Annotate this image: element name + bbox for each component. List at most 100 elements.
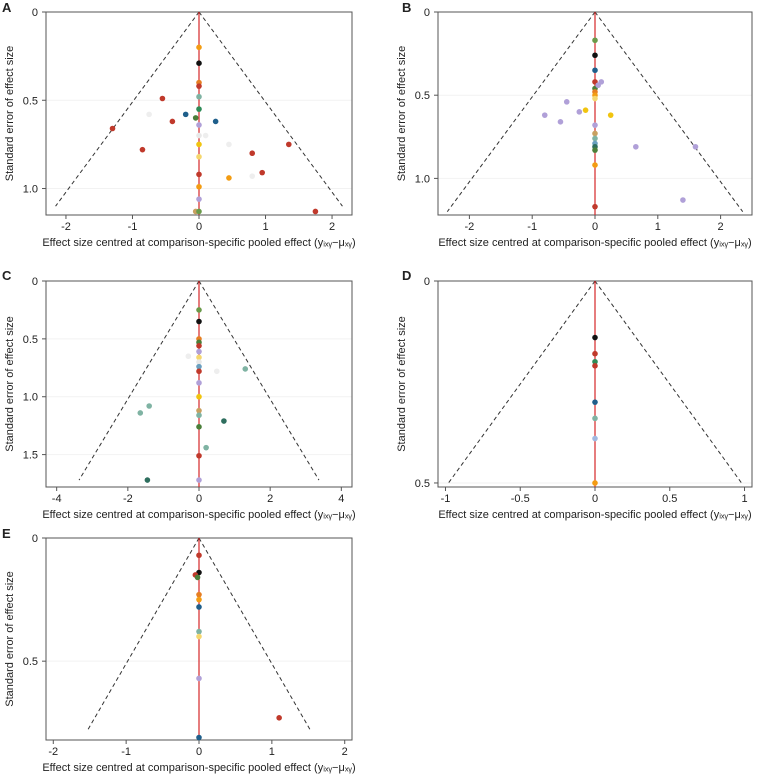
- panel-c-point: [196, 452, 202, 459]
- panel-c-point: [146, 403, 152, 409]
- panel-b-point: [576, 109, 583, 115]
- panel-c-point: [196, 412, 202, 419]
- panel-e-xtick-label: -1: [121, 746, 131, 758]
- panel-a-point: [196, 141, 202, 148]
- panel-a-point: [196, 208, 202, 215]
- panel-a-point: [159, 95, 166, 102]
- panel-a-xtick-label: -2: [61, 221, 71, 233]
- panel-b-point: [633, 143, 639, 150]
- panel-e-point: [196, 596, 202, 603]
- panel-b-point: [582, 107, 589, 113]
- panel-b-xtick-label: 2: [718, 221, 724, 233]
- panel-c-xtick-label: -2: [123, 493, 133, 505]
- panel-b-xtick-label: -2: [465, 221, 475, 233]
- panel-b-point: [592, 203, 598, 210]
- panel-a-point: [196, 44, 202, 51]
- panel-c-point: [221, 418, 227, 424]
- panel-c-point: [144, 477, 151, 483]
- panel-d-xtick-label: 1: [741, 493, 747, 505]
- panel-c-funnel-left: [78, 280, 200, 481]
- panel-a-point: [196, 93, 202, 100]
- panel-b-point: [692, 143, 699, 150]
- panel-b-point: [592, 147, 598, 153]
- panel-a-xtick-label: -1: [128, 221, 138, 233]
- panel-e-ylabel: Standard error of effect size: [4, 571, 16, 707]
- panel-b-funnel-right: [594, 11, 744, 212]
- panel-e-point: [276, 715, 282, 721]
- panel-c-ytick-label: 0: [32, 276, 38, 288]
- panel-c-point: [213, 368, 220, 375]
- panel-a-point: [249, 173, 256, 179]
- panel-d-point: [592, 399, 598, 405]
- panel-e-point: [196, 734, 202, 741]
- panel-c-funnel-right: [198, 280, 320, 481]
- panel-b-point: [680, 197, 686, 203]
- panel-c-xlabel: Effect size centred at comparison-specif…: [42, 509, 355, 521]
- panel-d: D -1 -0.5 0 0.5 1 0 0.5 Effect size centred at c…: [396, 268, 753, 521]
- panel-a-ylabel: Standard error of effect size: [4, 46, 16, 182]
- panel-a-point: [202, 132, 209, 139]
- panel-a-point: [249, 150, 256, 157]
- panel-e-xlabel: Effect size centred at comparison-specif…: [42, 762, 355, 774]
- panel-a-ytick-label: 0.5: [23, 95, 38, 107]
- panel-c-point: [196, 354, 202, 361]
- panel-b-point: [557, 119, 564, 125]
- panel-e-point: [196, 675, 202, 682]
- panel-a-point: [146, 111, 152, 118]
- panel-d-xtick-label: -1: [441, 493, 451, 505]
- panel-b-funnel-left: [446, 11, 596, 212]
- panel-a-xlabel: Effect size centred at comparison-specif…: [42, 237, 355, 249]
- panel-c-point: [196, 477, 202, 483]
- panel-a-ytick-label: 0: [32, 7, 38, 19]
- panel-e-funnel-left: [87, 537, 200, 731]
- panel-e-point: [196, 552, 202, 559]
- panel-c: C -4 -2 0 2 4 0 0.5 1.0 1.5 Effect size centred at…: [2, 268, 356, 521]
- panel-a-point: [196, 196, 202, 202]
- panel-d-point: [592, 415, 598, 422]
- panel-c-point: [196, 343, 202, 349]
- panel-b-point: [598, 79, 605, 85]
- panel-b-point: [592, 162, 598, 168]
- panel-e-letter: E: [2, 526, 11, 541]
- panel-a-point: [182, 111, 189, 118]
- panel-d-xlabel: Effect size centred at comparison-specif…: [438, 509, 751, 521]
- panel-b-point: [592, 135, 598, 142]
- panel-c-xtick-label: -4: [52, 493, 62, 505]
- panel-c-point: [196, 363, 202, 370]
- panel-b-ylabel: Standard error of effect size: [396, 46, 408, 182]
- panel-a-point: [312, 208, 319, 215]
- panel-d-ylabel: Standard error of effect size: [396, 316, 408, 452]
- panel-c-point: [196, 424, 202, 430]
- panel-c-point: [196, 307, 202, 313]
- panel-b-point: [592, 67, 598, 74]
- panel-a-point: [286, 141, 292, 148]
- panel-a-point: [196, 153, 202, 160]
- panel-a-xtick-label: 0: [196, 221, 202, 233]
- panel-d-point: [592, 435, 598, 442]
- panel-b-point: [592, 95, 598, 102]
- panel-b-xtick-label: -1: [527, 221, 537, 233]
- panel-c-ytick-label: 0.5: [23, 334, 38, 346]
- panel-b: B -2 -1 0 1 2 0 0.5 1.0 Effect size centred at co…: [396, 0, 753, 249]
- panel-d-point: [592, 334, 598, 341]
- panel-a: A -2 -1 0 1 2 0 0.5 1.0 Effect size centred at co…: [2, 0, 356, 249]
- panel-c-point: [196, 393, 202, 400]
- panel-a-point: [196, 122, 202, 128]
- panel-c-ytick-label: 1.0: [23, 392, 38, 404]
- panel-c-letter: C: [2, 268, 12, 283]
- panel-c-point: [196, 407, 202, 414]
- panel-c-ytick-label: 1.5: [23, 450, 38, 462]
- panel-b-point: [592, 52, 598, 59]
- panel-c-point: [185, 353, 192, 360]
- panel-c-point: [196, 318, 202, 325]
- panel-e-xtick-label: 1: [269, 746, 275, 758]
- panel-a-point: [109, 125, 116, 132]
- panel-a-ytick-label: 1.0: [23, 184, 38, 196]
- panel-a-xtick-label: 2: [329, 221, 335, 233]
- panel-c-point: [196, 368, 202, 375]
- panel-c-point: [137, 410, 144, 416]
- panel-e-point: [196, 604, 202, 610]
- panel-c-ylabel: Standard error of effect size: [4, 316, 16, 452]
- panel-b-xlabel: Effect size centred at comparison-specif…: [438, 237, 751, 249]
- panel-b-point: [592, 130, 598, 137]
